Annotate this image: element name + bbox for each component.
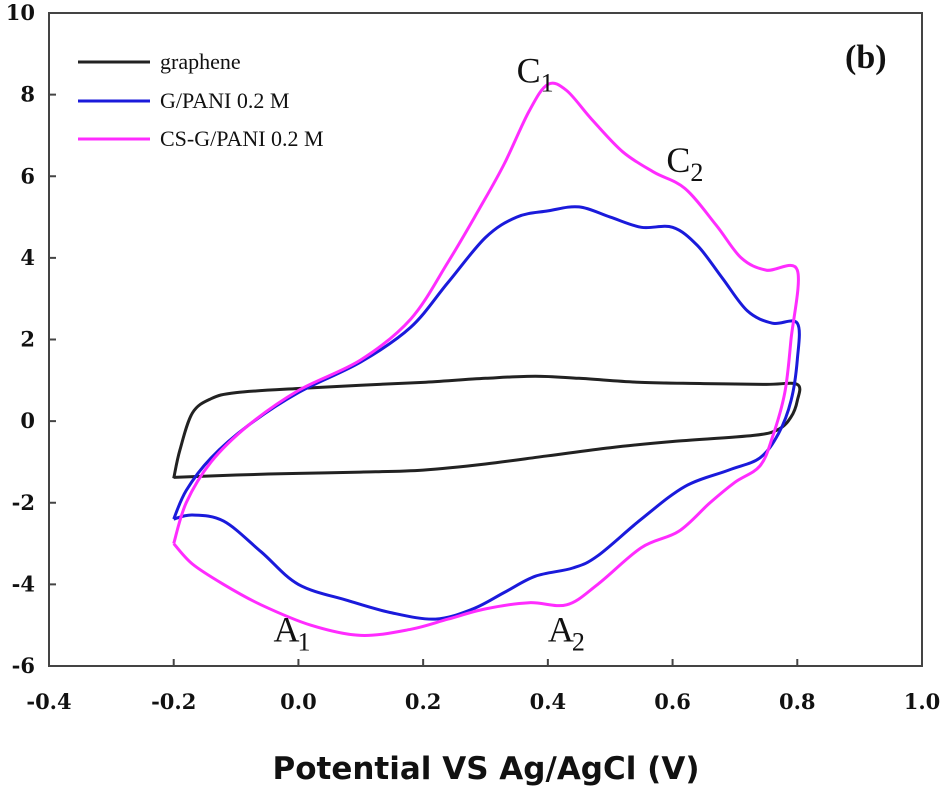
y-tick-label: 10 [6, 0, 35, 25]
y-tick-label: 8 [20, 82, 35, 107]
y-tick-label: 0 [20, 408, 35, 433]
series-line-graphene [172, 374, 802, 479]
x-tick-labels: -0.4 -0.2 0.0 0.2 0.4 0.6 0.8 1.0 [26, 689, 940, 714]
axis-ticks [48, 12, 923, 667]
y-tick-label: -6 [12, 653, 35, 678]
y-tick-label: 6 [20, 163, 35, 188]
series-line-g-pani-0-2-m [172, 205, 801, 621]
x-tick-label: -0.4 [26, 689, 71, 714]
y-tick-label: 2 [20, 327, 35, 352]
x-tick-label: 0.0 [280, 689, 317, 714]
y-tick-label: 4 [20, 245, 35, 270]
peak-label-subscript: 1 [297, 628, 310, 657]
peak-label-subscript: 1 [541, 68, 554, 97]
legend-label-cs-g-pani: CS-G/PANI 0.2 M [160, 126, 324, 151]
x-tick-label: 1.0 [904, 689, 941, 714]
x-axis-label: Potential VS Ag/AgCl (V) [272, 751, 699, 787]
panel-label: (b) [845, 39, 887, 76]
x-tick-label: 0.6 [654, 689, 691, 714]
x-tick-label: -0.2 [151, 689, 196, 714]
x-tick-label: 0.4 [530, 689, 567, 714]
legend-label-graphene: graphene [160, 49, 241, 74]
legend-label-g-pani: G/PANI 0.2 M [160, 88, 289, 113]
y-tick-label: -2 [12, 490, 35, 515]
y-tick-label: -4 [12, 571, 35, 596]
series-line-cs-g-pani-0-2-m [172, 81, 800, 637]
peak-label-subscript: 2 [572, 628, 585, 657]
legend: graphene G/PANI 0.2 M CS-G/PANI 0.2 M [78, 49, 324, 151]
peak-label: A [548, 610, 574, 650]
peak-label: A [273, 610, 299, 650]
peak-label: C [666, 140, 690, 180]
peak-annotations: C 1C 2A1 A2 [273, 50, 703, 656]
peak-label: C [517, 50, 541, 90]
x-tick-label: 0.2 [405, 689, 442, 714]
x-tick-label: 0.8 [779, 689, 816, 714]
peak-label-subscript: 2 [690, 158, 703, 187]
y-tick-labels: -6 -4 -2 0 2 4 6 8 10 [6, 0, 35, 678]
series-lines [172, 81, 802, 637]
